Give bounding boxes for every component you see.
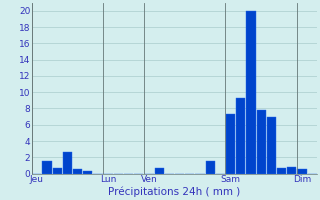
Bar bbox=[267, 117, 276, 174]
Bar bbox=[73, 169, 82, 174]
Bar bbox=[52, 168, 62, 174]
Bar bbox=[287, 167, 296, 174]
Bar bbox=[236, 98, 245, 174]
Bar bbox=[155, 168, 164, 174]
Bar bbox=[205, 161, 215, 174]
Bar bbox=[277, 168, 286, 174]
Bar bbox=[42, 161, 52, 174]
Bar bbox=[63, 152, 72, 174]
Bar bbox=[83, 171, 92, 174]
Bar bbox=[297, 169, 307, 174]
Bar bbox=[257, 110, 266, 174]
Bar bbox=[226, 114, 235, 174]
Bar bbox=[246, 11, 256, 174]
X-axis label: Précipitations 24h ( mm ): Précipitations 24h ( mm ) bbox=[108, 187, 241, 197]
